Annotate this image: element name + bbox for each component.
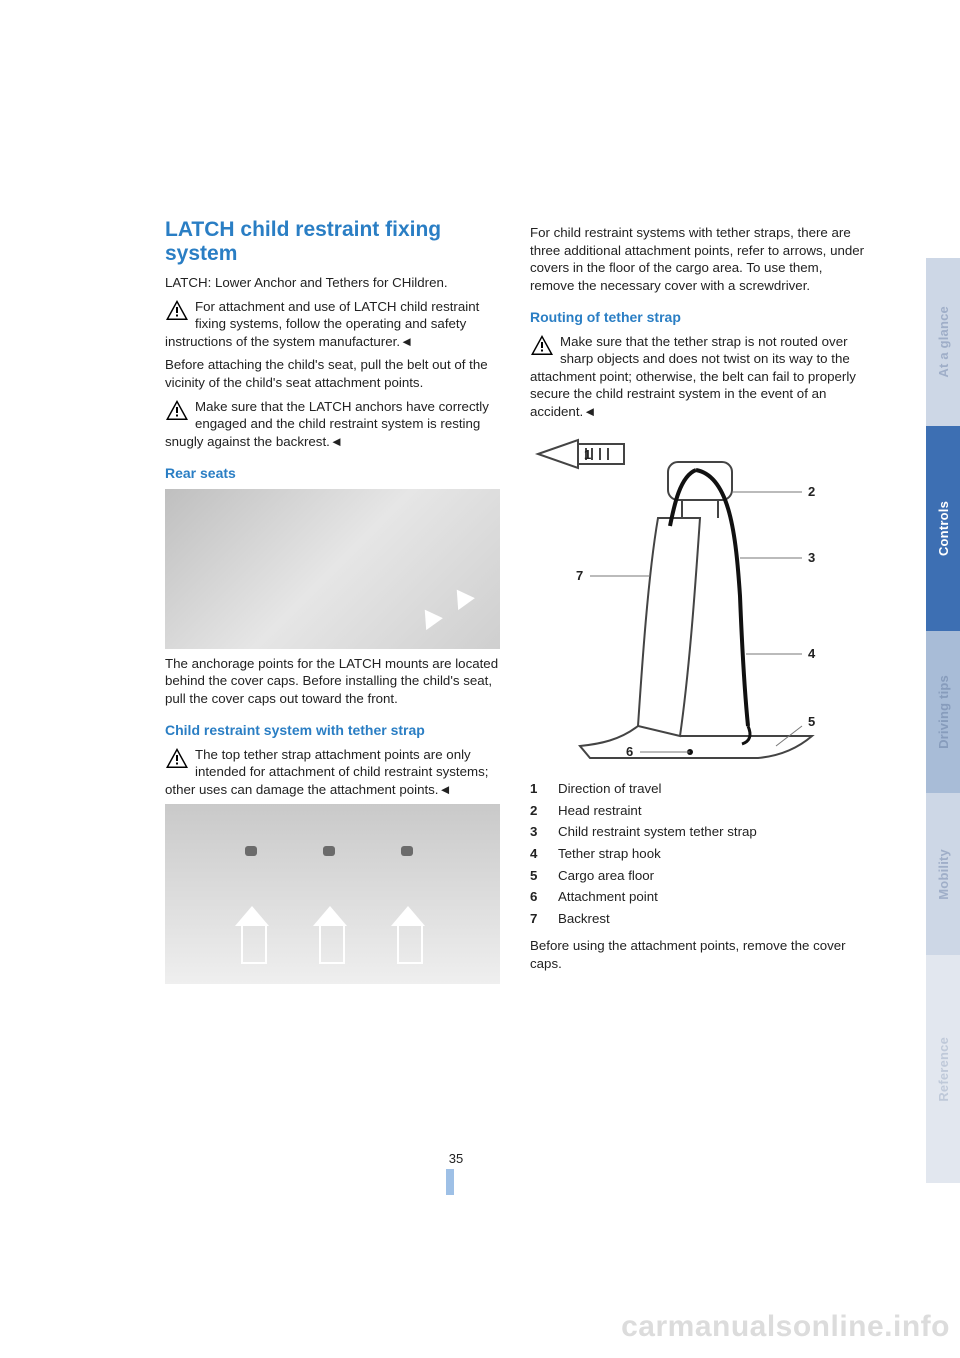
warning-paragraph: The top tether strap attachment points a… <box>165 746 500 799</box>
legend-num: 7 <box>530 910 544 928</box>
legend-text: Tether strap hook <box>558 845 661 863</box>
legend-row: 4 Tether strap hook <box>530 845 865 863</box>
svg-text:6: 6 <box>626 744 633 759</box>
svg-text:2: 2 <box>808 484 815 499</box>
paragraph: Before attaching the child's seat, pull … <box>165 356 500 391</box>
paragraph: For child restraint systems with tether … <box>530 224 865 294</box>
warning-icon <box>165 299 189 321</box>
paragraph: The anchorage points for the LATCH mount… <box>165 655 500 708</box>
tab-label: At a glance <box>936 306 951 378</box>
warning-text: Make sure that the tether strap is not r… <box>530 334 856 419</box>
warning-paragraph: For attachment and use of LATCH child re… <box>165 298 500 351</box>
legend-text: Backrest <box>558 910 610 928</box>
figure-rear-seats <box>165 489 500 649</box>
tab-controls[interactable]: Controls <box>926 426 960 631</box>
tab-mobility[interactable]: Mobility <box>926 793 960 955</box>
content-columns: LATCH child restraint fixing system LATC… <box>165 218 900 990</box>
warning-text: For attachment and use of LATCH child re… <box>165 299 479 349</box>
legend-row: 2 Head restraint <box>530 802 865 820</box>
tab-label: Reference <box>936 1037 951 1102</box>
warning-paragraph: Make sure that the tether strap is not r… <box>530 333 865 421</box>
side-tabs: At a glance Controls Driving tips Mobili… <box>926 258 960 1183</box>
legend-text: Attachment point <box>558 888 658 906</box>
svg-text:5: 5 <box>808 714 815 729</box>
warning-text: Make sure that the LATCH anchors have co… <box>165 399 489 449</box>
legend-text: Head restraint <box>558 802 642 820</box>
watermark: carmanualsonline.info <box>621 1310 950 1344</box>
legend-row: 7 Backrest <box>530 910 865 928</box>
page: At a glance Controls Driving tips Mobili… <box>0 0 960 1358</box>
svg-text:1: 1 <box>584 447 591 462</box>
warning-icon <box>165 399 189 421</box>
subheading-rear-seats: Rear seats <box>165 464 500 482</box>
tab-label: Controls <box>936 501 951 556</box>
page-number-wrap: 35 <box>0 1150 900 1195</box>
legend-text: Child restraint system tether strap <box>558 823 757 841</box>
warning-text: The top tether strap attachment points a… <box>165 747 488 797</box>
page-number: 35 <box>443 1151 457 1195</box>
legend-row: 6 Attachment point <box>530 888 865 906</box>
legend-text: Cargo area floor <box>558 867 654 885</box>
figure-tether-points <box>165 804 500 984</box>
left-column: LATCH child restraint fixing system LATC… <box>165 218 500 990</box>
tab-at-a-glance[interactable]: At a glance <box>926 258 960 426</box>
legend-num: 3 <box>530 823 544 841</box>
tab-label: Driving tips <box>936 675 951 749</box>
legend-num: 2 <box>530 802 544 820</box>
diagram-legend: 1 Direction of travel 2 Head restraint 3 Ch… <box>530 780 865 927</box>
subheading-routing: Routing of tether strap <box>530 308 865 326</box>
svg-text:7: 7 <box>576 568 583 583</box>
section-title: LATCH child restraint fixing system <box>165 218 500 266</box>
tab-driving-tips[interactable]: Driving tips <box>926 631 960 793</box>
tab-label: Mobility <box>936 849 951 900</box>
legend-num: 6 <box>530 888 544 906</box>
svg-text:3: 3 <box>808 550 815 565</box>
svg-text:4: 4 <box>808 646 816 661</box>
warning-paragraph: Make sure that the LATCH anchors have co… <box>165 398 500 451</box>
right-column: For child restraint systems with tether … <box>530 218 865 990</box>
legend-row: 5 Cargo area floor <box>530 867 865 885</box>
warning-icon <box>165 747 189 769</box>
paragraph: LATCH: Lower Anchor and Tethers for CHil… <box>165 274 500 292</box>
legend-num: 5 <box>530 867 544 885</box>
legend-num: 4 <box>530 845 544 863</box>
tab-reference[interactable]: Reference <box>926 955 960 1183</box>
legend-row: 3 Child restraint system tether strap <box>530 823 865 841</box>
paragraph: Before using the attachment points, remo… <box>530 937 865 972</box>
warning-icon <box>530 334 554 356</box>
legend-row: 1 Direction of travel <box>530 780 865 798</box>
figure-seat-diagram: 1 2 <box>530 426 865 766</box>
page-number-value: 35 <box>449 1151 463 1166</box>
legend-num: 1 <box>530 780 544 798</box>
legend-text: Direction of travel <box>558 780 661 798</box>
subheading-tether: Child restraint system with tether strap <box>165 721 500 739</box>
page-number-bar <box>446 1169 454 1195</box>
